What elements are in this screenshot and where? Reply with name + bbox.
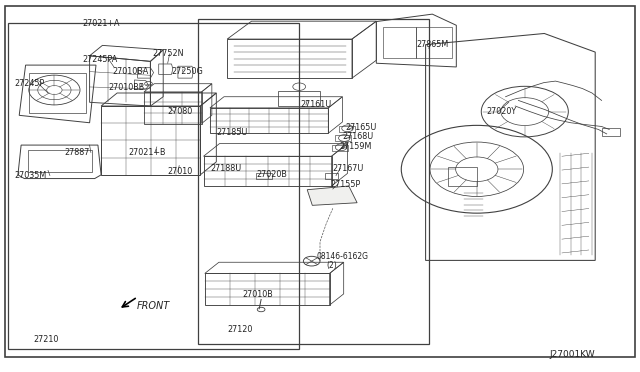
Text: 27250G: 27250G bbox=[172, 67, 204, 76]
Text: 27021+B: 27021+B bbox=[128, 148, 166, 157]
Text: 27210: 27210 bbox=[33, 335, 59, 344]
Polygon shape bbox=[307, 186, 357, 205]
Text: 27185U: 27185U bbox=[216, 128, 248, 137]
Text: 27155P: 27155P bbox=[330, 180, 360, 189]
Bar bbox=[198, 19, 429, 344]
Text: 27161U: 27161U bbox=[301, 100, 332, 109]
Text: 27245PA: 27245PA bbox=[82, 55, 117, 64]
Text: 27167U: 27167U bbox=[333, 164, 364, 173]
Text: 27887: 27887 bbox=[64, 148, 90, 157]
Text: 27020B: 27020B bbox=[256, 170, 287, 179]
Text: 27010B: 27010B bbox=[242, 290, 273, 299]
Text: 27752N: 27752N bbox=[152, 49, 184, 58]
Bar bbox=[8, 23, 299, 349]
Text: 27188U: 27188U bbox=[210, 164, 241, 173]
Text: 27020Y: 27020Y bbox=[486, 107, 516, 116]
Bar bbox=[335, 135, 351, 141]
Text: 27021+A: 27021+A bbox=[83, 19, 120, 28]
Text: J27001KW: J27001KW bbox=[550, 350, 595, 359]
Bar bbox=[332, 145, 348, 151]
Bar bbox=[602, 128, 620, 136]
Text: 27080: 27080 bbox=[168, 107, 193, 116]
Text: 27165U: 27165U bbox=[346, 123, 377, 132]
Bar bbox=[448, 167, 477, 186]
Text: 27245P: 27245P bbox=[14, 79, 44, 88]
Text: (2): (2) bbox=[326, 262, 337, 270]
Bar bbox=[383, 27, 416, 58]
Text: 27168U: 27168U bbox=[342, 132, 374, 141]
Text: 27010: 27010 bbox=[168, 167, 193, 176]
Bar bbox=[339, 126, 355, 132]
Text: 27120: 27120 bbox=[227, 325, 253, 334]
Text: FRONT: FRONT bbox=[136, 301, 170, 311]
Text: 27159M: 27159M bbox=[339, 142, 372, 151]
Text: 08146-6162G: 08146-6162G bbox=[317, 252, 369, 261]
Text: 27865M: 27865M bbox=[416, 40, 448, 49]
Text: 27035M: 27035M bbox=[14, 171, 46, 180]
Text: 27010BA: 27010BA bbox=[112, 67, 148, 76]
Text: 27010BB: 27010BB bbox=[109, 83, 145, 92]
Bar bbox=[417, 27, 452, 58]
